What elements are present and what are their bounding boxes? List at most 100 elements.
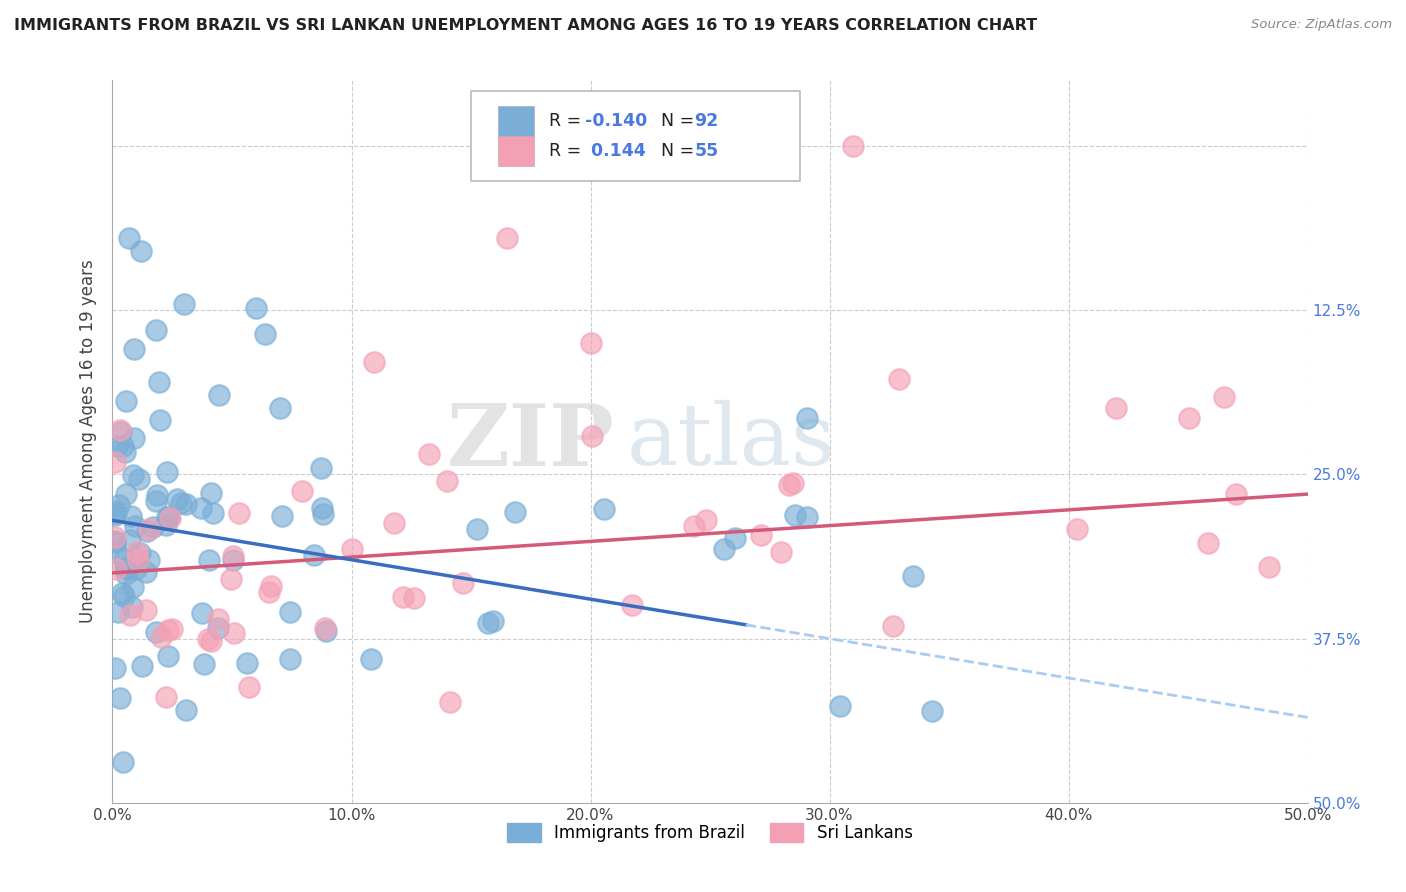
Point: [921, 704, 943, 718]
Point: [110, 425, 132, 440]
Point: [392, 590, 415, 604]
Point: [202, 507, 225, 521]
Text: N =: N =: [651, 142, 700, 160]
Point: [125, 562, 148, 576]
Point: [439, 696, 461, 710]
Point: [842, 139, 865, 153]
Text: 0.144: 0.144: [585, 142, 645, 160]
FancyBboxPatch shape: [471, 91, 800, 181]
Text: ZIP: ZIP: [447, 400, 614, 483]
Point: [496, 231, 519, 245]
Point: [219, 572, 242, 586]
Point: [315, 624, 337, 639]
Point: [228, 506, 250, 520]
Point: [122, 431, 145, 445]
Point: [122, 468, 145, 483]
Point: [314, 621, 336, 635]
Point: [198, 552, 221, 566]
Point: [105, 439, 128, 453]
Point: [145, 625, 167, 640]
Point: [259, 584, 281, 599]
Point: [309, 461, 332, 475]
Point: [118, 607, 141, 622]
Point: [150, 631, 173, 645]
Point: [418, 447, 440, 461]
Point: [683, 518, 706, 533]
Point: [155, 518, 177, 533]
Point: [104, 562, 127, 576]
Point: [503, 505, 526, 519]
Point: [120, 508, 142, 523]
Point: [1066, 522, 1088, 536]
Point: [142, 520, 165, 534]
Point: [114, 589, 136, 603]
Point: [162, 622, 184, 636]
Point: [620, 598, 643, 612]
Point: [108, 424, 131, 438]
Point: [1212, 390, 1234, 404]
Point: [114, 566, 136, 581]
Point: [128, 472, 150, 486]
Point: [402, 591, 425, 606]
Point: [222, 626, 245, 640]
Point: [749, 528, 772, 542]
Text: 55: 55: [695, 142, 718, 160]
Point: [197, 632, 219, 647]
Point: [105, 506, 128, 520]
Point: [120, 533, 142, 547]
Point: [166, 491, 188, 506]
Point: [129, 244, 152, 258]
Point: [1257, 560, 1279, 574]
Point: [122, 580, 145, 594]
Point: [155, 690, 177, 705]
Point: [157, 510, 180, 524]
Point: [114, 487, 136, 501]
Point: [112, 553, 135, 567]
Text: R =: R =: [548, 142, 586, 160]
Point: [122, 342, 145, 356]
Point: [260, 579, 283, 593]
Point: [173, 296, 195, 310]
Bar: [499, 136, 534, 166]
Point: [111, 756, 134, 770]
Point: [174, 703, 197, 717]
Point: [221, 553, 243, 567]
Point: [114, 560, 136, 574]
Point: [477, 616, 499, 631]
Point: [149, 413, 172, 427]
Point: [360, 652, 382, 666]
Text: N =: N =: [651, 112, 700, 130]
Bar: [499, 106, 534, 136]
Point: [280, 652, 302, 666]
Point: [222, 549, 245, 563]
Point: [145, 323, 167, 337]
Point: [159, 511, 181, 525]
Point: [451, 575, 474, 590]
Point: [170, 496, 193, 510]
Point: [146, 487, 169, 501]
Point: [107, 498, 129, 512]
Point: [769, 544, 792, 558]
Point: [156, 510, 179, 524]
Point: [363, 355, 385, 369]
Point: [796, 410, 818, 425]
Point: [887, 372, 910, 386]
Point: [269, 401, 291, 415]
Point: [782, 475, 804, 490]
Point: [115, 562, 138, 576]
Point: [193, 657, 215, 671]
Point: [245, 301, 267, 315]
Point: [104, 661, 127, 675]
Point: [104, 535, 127, 549]
Point: [190, 501, 212, 516]
Point: [208, 388, 231, 402]
Point: [200, 486, 222, 500]
Text: R =: R =: [548, 112, 586, 130]
Point: [253, 326, 276, 341]
Point: [1105, 401, 1128, 416]
Legend: Immigrants from Brazil, Sri Lankans: Immigrants from Brazil, Sri Lankans: [501, 816, 920, 848]
Point: [724, 532, 747, 546]
Point: [121, 599, 143, 614]
Point: [145, 493, 167, 508]
Point: [107, 605, 129, 619]
